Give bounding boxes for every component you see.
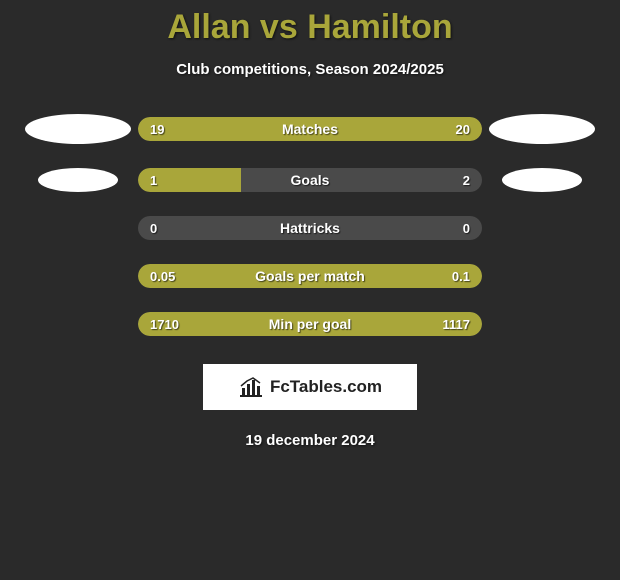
player-right-marker [482, 168, 602, 192]
stat-bar: 12Goals [138, 168, 482, 192]
comparison-card: { "title": "Allan vs Hamilton", "subtitl… [0, 0, 620, 580]
stat-label: Goals per match [138, 264, 482, 288]
stat-label: Goals [138, 168, 482, 192]
ellipse-icon [25, 114, 131, 144]
player-left-marker [18, 114, 138, 144]
ellipse-icon [502, 168, 582, 192]
stat-bar: 1920Matches [138, 117, 482, 141]
stat-row: 12Goals [0, 168, 620, 192]
subtitle: Club competitions, Season 2024/2025 [0, 61, 620, 78]
stat-row: 17101117Min per goal [0, 312, 620, 336]
stat-row: 1920Matches [0, 114, 620, 144]
player-left-marker [18, 168, 138, 192]
stat-row: 00Hattricks [0, 216, 620, 240]
stat-row: 0.050.1Goals per match [0, 264, 620, 288]
stat-bar: 17101117Min per goal [138, 312, 482, 336]
stat-bar: 0.050.1Goals per match [138, 264, 482, 288]
page-title: Allan vs Hamilton [0, 0, 620, 47]
stats-rows: 1920Matches 12Goals 00Hattricks 0.050.1Goal… [0, 114, 620, 336]
player-right-marker [482, 114, 602, 144]
stat-label: Hattricks [138, 216, 482, 240]
fctables-logo[interactable]: FcTables.com [203, 364, 417, 410]
logo-text: FcTables.com [270, 377, 382, 397]
date-label: 19 december 2024 [0, 432, 620, 449]
ellipse-icon [38, 168, 118, 192]
stat-label: Matches [138, 117, 482, 141]
stat-bar: 00Hattricks [138, 216, 482, 240]
ellipse-icon [489, 114, 595, 144]
bar-chart-icon [238, 376, 264, 398]
stat-label: Min per goal [138, 312, 482, 336]
